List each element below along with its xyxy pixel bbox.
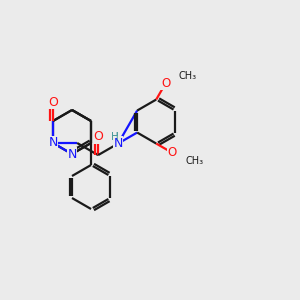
Text: H: H xyxy=(111,131,119,142)
Text: O: O xyxy=(168,146,177,159)
Text: O: O xyxy=(48,96,58,109)
Text: N: N xyxy=(67,148,77,160)
Text: CH₃: CH₃ xyxy=(186,156,204,166)
Text: N: N xyxy=(67,148,77,160)
Text: N: N xyxy=(113,137,123,150)
Text: N: N xyxy=(113,137,123,150)
Text: CH₃: CH₃ xyxy=(179,71,197,81)
Text: O: O xyxy=(161,77,170,90)
Text: H: H xyxy=(111,131,119,142)
Text: N: N xyxy=(48,136,58,149)
Text: N: N xyxy=(48,136,58,149)
Text: O: O xyxy=(93,130,103,143)
